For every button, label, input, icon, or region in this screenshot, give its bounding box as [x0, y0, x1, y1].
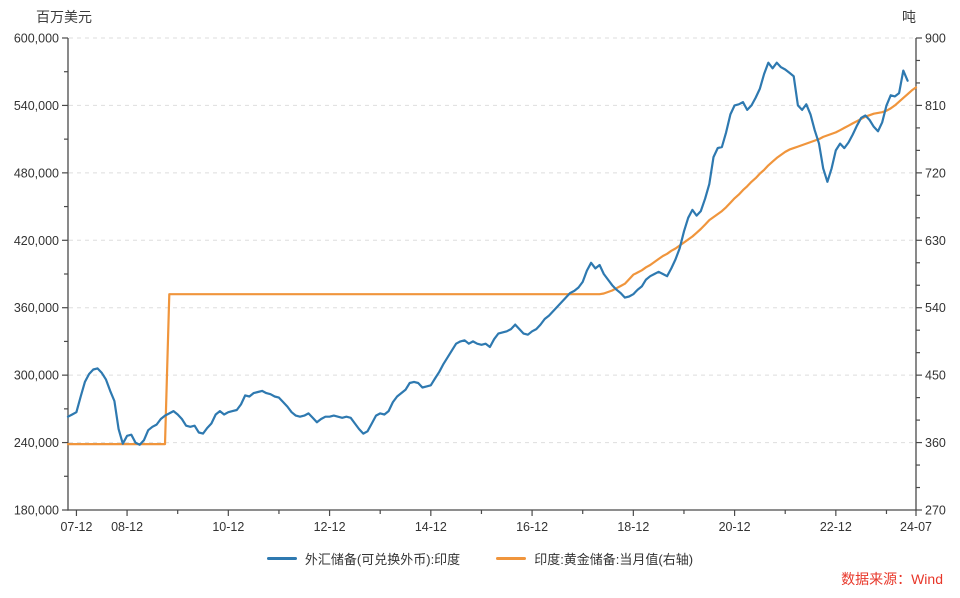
right-axis-tick-label: 810 — [925, 99, 946, 113]
x-axis-tick-label: 07-12 — [60, 520, 92, 534]
right-axis-tick-label: 900 — [925, 32, 946, 46]
x-axis-tick-label: 24-07 — [900, 520, 932, 534]
x-axis-tick-label: 16-12 — [516, 520, 548, 534]
fx-reserves-line — [66, 61, 909, 446]
x-axis-tick-label: 18-12 — [617, 520, 649, 534]
left-axis-tick-label: 600,000 — [14, 32, 59, 46]
left-axis-tick-label: 480,000 — [14, 166, 59, 180]
right-axis-tick-label: 270 — [925, 504, 946, 518]
legend-label-gold-reserves: 印度:黄金储备:当月值(右轴) — [534, 552, 694, 567]
right-axis-unit-label: 吨 — [902, 9, 916, 25]
left-axis-tick-label: 360,000 — [14, 301, 59, 315]
gold-reserves-line — [66, 86, 918, 446]
legend-label-fx-reserves: 外汇储备(可兑换外币):印度 — [304, 552, 461, 567]
right-axis-tick-label: 540 — [925, 301, 946, 315]
left-axis-unit-label: 百万美元 — [36, 9, 92, 25]
left-axis-tick-label: 540,000 — [14, 99, 59, 113]
x-axis-tick-label: 12-12 — [314, 520, 346, 534]
x-axis-tick-label: 10-12 — [212, 520, 244, 534]
right-axis-tick-label: 450 — [925, 369, 946, 383]
right-axis-tick-label: 720 — [925, 166, 946, 180]
legend: 外汇储备(可兑换外币):印度 印度:黄金储备:当月值(右轴) — [0, 549, 960, 568]
left-axis-tick-label: 300,000 — [14, 369, 59, 383]
x-axis-tick-label: 08-12 — [111, 520, 143, 534]
left-axis-tick-label: 180,000 — [14, 504, 59, 518]
x-axis-tick-label: 20-12 — [719, 520, 751, 534]
legend-item-gold-reserves: 印度:黄金储备:当月值(右轴) — [496, 549, 693, 568]
left-axis-tick-label: 240,000 — [14, 436, 59, 450]
left-axis-tick-label: 420,000 — [14, 234, 59, 248]
data-source-label: 数据来源：Wind — [841, 571, 943, 587]
fx-line-swatch — [266, 557, 297, 560]
x-axis-tick-label: 14-12 — [415, 520, 447, 534]
x-axis-tick-label: 22-12 — [820, 520, 852, 534]
legend-item-fx-reserves: 外汇储备(可兑换外币):印度 — [266, 549, 461, 568]
right-axis-tick-label: 630 — [925, 234, 946, 248]
gold-line-swatch — [496, 557, 527, 560]
right-axis-tick-label: 360 — [925, 436, 946, 450]
